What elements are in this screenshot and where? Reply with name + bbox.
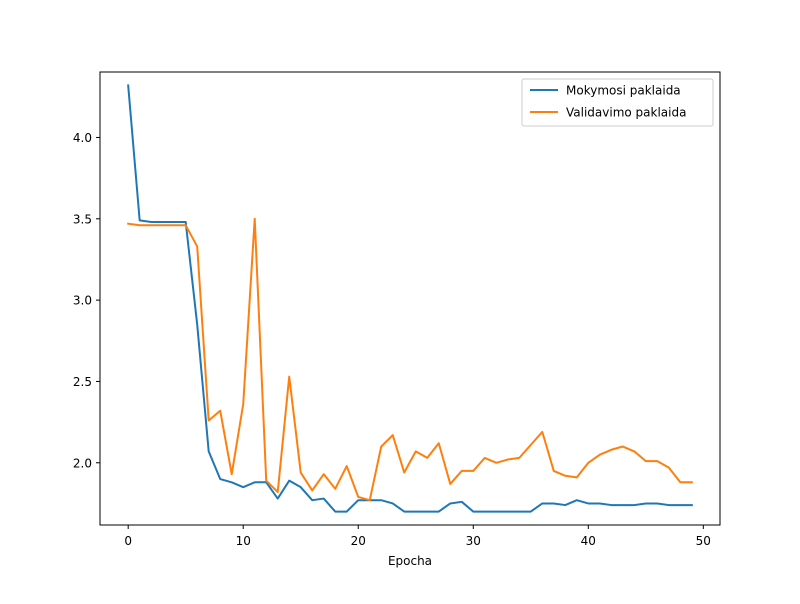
y-tick-label: 3.0 [73, 294, 92, 308]
plot-area-frame [99, 71, 721, 526]
x-tick-label: 50 [696, 534, 711, 548]
x-tick-label: 30 [466, 534, 481, 548]
x-tick-label: 40 [581, 534, 596, 548]
x-tick-label: 10 [236, 534, 251, 548]
legend-box [521, 78, 714, 127]
x-axis-label: Epocha [388, 554, 432, 568]
x-tick-label: 20 [351, 534, 366, 548]
y-tick-label: 2.5 [73, 375, 92, 389]
series-layer [127, 84, 693, 513]
y-tick-label: 2.0 [73, 456, 92, 470]
y-tick-label: 3.5 [73, 212, 92, 226]
series-line-1 [127, 84, 693, 513]
legend-label-validavimo: Validavimo paklaida [566, 106, 686, 120]
x-tick-label: 0 [124, 534, 132, 548]
y-tick-label: 4.0 [73, 131, 92, 145]
y-axis: 2.0 2.5 3.0 3.5 4.0 [73, 131, 100, 470]
legend-label-mokymosi: Mokymosi paklaida [566, 84, 681, 98]
series-line-2 [127, 217, 693, 502]
legend: Mokymosi paklaida Validavimo paklaida [521, 78, 714, 127]
x-axis: 0 10 20 30 40 50 [124, 525, 711, 548]
